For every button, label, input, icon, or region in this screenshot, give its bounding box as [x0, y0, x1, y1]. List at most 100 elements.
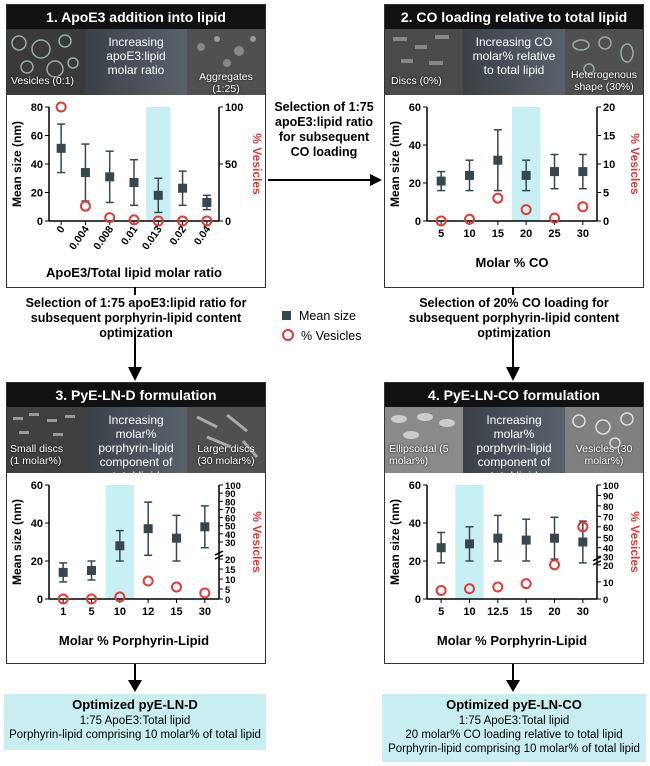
y-axis-label: Mean size (nm) — [10, 121, 24, 207]
vesicle-point — [114, 591, 126, 603]
y-tick-label: 60 — [409, 480, 421, 492]
mean-size-point — [143, 524, 153, 534]
x-tick-label: 15 — [520, 606, 532, 618]
y2-tick-label: 50 — [225, 522, 236, 533]
y2-tick-label: 40 — [603, 544, 614, 555]
y2-tick-label: 80 — [225, 497, 236, 508]
vesicle-point — [435, 584, 447, 596]
y-axis-label: Mean size (nm) — [388, 499, 402, 585]
y2-tick-label: 40 — [225, 530, 236, 541]
x-tick-label: 0.013 — [140, 224, 165, 253]
y2-tick-label: 100 — [225, 481, 241, 492]
y-tick-label: 20 — [409, 556, 421, 568]
x-tick-label: 30 — [577, 606, 589, 618]
mean-size-point — [58, 567, 68, 577]
y-tick-label: 80 — [31, 102, 43, 114]
y2-axis-label: % Vesicles — [628, 133, 641, 195]
flow-text-left: Selection of 1:75 apoE3:lipid ratio for … — [25, 296, 247, 340]
vesicle-point — [492, 581, 504, 593]
progression-arrow — [85, 29, 201, 95]
panel-title: 4. PyE-LN-CO formulation — [385, 383, 643, 407]
mean-size-point — [493, 533, 503, 543]
tem-strip: Increasing molar% porphyrin-lipid compon… — [385, 407, 643, 473]
right-image-caption: Larger discs (30 molar%) — [197, 443, 255, 467]
y2-tick-label: 10 — [603, 159, 615, 171]
x-tick-label: 5 — [438, 606, 444, 618]
vesicle-point — [104, 212, 116, 224]
result-box-pye-ln-co: Optimized pyE-LN-CO 1:75 ApoE3:Total lip… — [382, 694, 646, 762]
y2-tick-label: 60 — [603, 523, 614, 534]
vesicle-point — [464, 213, 475, 225]
y2-tick-label: 90 — [225, 489, 236, 500]
y-tick-label: 40 — [409, 518, 421, 530]
vesicle-point — [128, 214, 140, 226]
panel-co-loading: 2. CO loading relative to total lipid In… — [384, 4, 644, 288]
y2-tick-label: 0 — [603, 216, 609, 228]
mean-size-point — [465, 539, 474, 549]
y2-tick-label: 30 — [225, 538, 236, 549]
legend-label: Mean size — [299, 309, 356, 323]
mean-size-point — [436, 176, 446, 186]
y-tick-label: 20 — [409, 178, 421, 190]
mean-size-point — [80, 168, 90, 178]
vesicle-point — [79, 200, 91, 212]
x-tick-label: 20 — [520, 228, 532, 240]
x-tick-label: 5 — [438, 228, 444, 240]
x-tick-label: 0.04 — [192, 224, 214, 248]
vesicle-point — [86, 593, 97, 605]
tem-image-left — [385, 29, 463, 95]
mean-size-point — [178, 183, 188, 193]
y-axis-label: Mean size (nm) — [388, 121, 402, 207]
y2-tick-label: 20 — [225, 555, 236, 566]
y2-tick-label: 50 — [603, 533, 614, 544]
left-image-caption: Vesicles (0:1) — [11, 75, 75, 87]
mean-marker-icon — [282, 311, 291, 320]
panel-pye-ln-d: 3. PyE-LN-D formulation Increasing molar… — [6, 382, 266, 664]
flow-arrow-down-left — [128, 287, 142, 381]
y-tick-label: 60 — [31, 131, 43, 143]
y2-tick-label: 70 — [225, 505, 236, 516]
mean-size-point — [56, 143, 66, 153]
mean-size-point — [105, 172, 115, 182]
mean-size-point — [115, 541, 125, 551]
x-tick-label: 0.02 — [167, 224, 189, 248]
vesicle-point — [199, 587, 211, 599]
x-tick-label: 0 — [54, 224, 67, 236]
y-tick-label: 60 — [409, 102, 421, 114]
result-title: Optimized pyE-LN-D — [72, 697, 198, 712]
right-image-caption: Aggregates (1:25) — [199, 71, 253, 95]
tem-image-left — [7, 29, 85, 95]
left-image-caption: Ellipsoidal (5 molar%) — [389, 443, 449, 467]
mean-size-point — [578, 537, 588, 547]
x-tick-label: 30 — [199, 606, 211, 618]
x-axis-label: Molar % Porphyrin-Lipid — [59, 633, 209, 648]
result-box-pye-ln-d: Optimized pyE-LN-D 1:75 ApoE3:Total lipi… — [4, 694, 266, 750]
y-tick-label: 40 — [31, 518, 43, 530]
y2-axis-label: % Vesicles — [628, 511, 641, 573]
mean-size-point — [172, 533, 181, 543]
y-tick-label: 40 — [31, 159, 43, 171]
y-tick-label: 20 — [31, 188, 43, 200]
x-tick-label: 25 — [548, 228, 560, 240]
y2-tick-label: 20 — [603, 561, 614, 572]
y-tick-label: 20 — [31, 556, 43, 568]
y-tick-label: 0 — [415, 216, 421, 228]
mean-size-point — [465, 170, 474, 180]
result-line: Porphyrin-lipid comprising 10 molar% of … — [388, 743, 640, 755]
vesicle-point — [55, 101, 67, 113]
mean-size-point — [550, 167, 559, 177]
tem-strip: Increasing molar% porphyrin-lipid compon… — [7, 407, 265, 473]
y2-tick-label: 10 — [603, 578, 614, 589]
axis-break — [592, 560, 602, 566]
vesicle-point — [492, 192, 504, 204]
result-arrow-right — [506, 664, 520, 692]
axis-break — [214, 550, 224, 556]
y-tick-label: 0 — [37, 216, 43, 228]
x-tick-label: 10 — [463, 228, 475, 240]
tem-image-left — [385, 407, 463, 473]
axis-break — [214, 554, 224, 560]
y-tick-label: 0 — [37, 594, 43, 606]
progression-text: Increasing CO molar% relative to total l… — [472, 35, 556, 77]
